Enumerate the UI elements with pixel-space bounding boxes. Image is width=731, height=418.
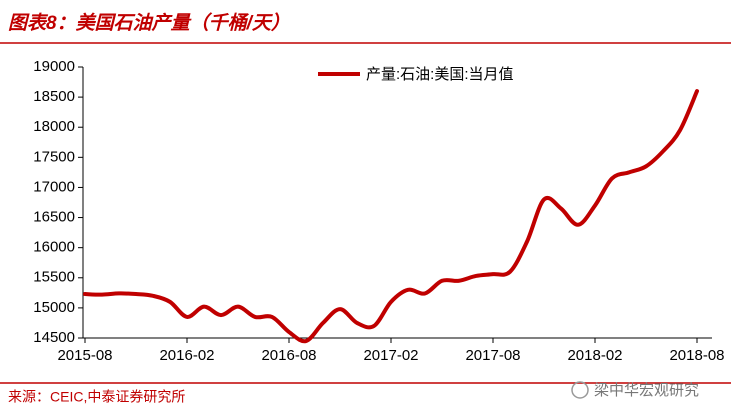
x-tick-label: 2018-02 — [567, 347, 622, 364]
y-tick-label: 15000 — [33, 299, 75, 316]
watermark-icon — [571, 381, 589, 399]
line — [83, 89, 699, 344]
y-tick-label: 19000 — [33, 58, 75, 75]
x-tick-label: 2017-08 — [465, 347, 520, 364]
y-tick-label: 16000 — [33, 239, 75, 256]
y-tick-label: 15500 — [33, 269, 75, 286]
x-tick-label: 2018-08 — [669, 347, 724, 364]
y-tick-label: 17500 — [33, 148, 75, 165]
legend-label: 产量:石油:美国:当月值 — [366, 66, 514, 83]
x-tick-label: 2015-08 — [57, 347, 112, 364]
chart-title: 图表8：美国石油产量（千桶/天） — [8, 12, 290, 34]
y-tick-label: 16500 — [33, 209, 75, 226]
y-tick-label: 14500 — [33, 329, 75, 346]
x-tick-label: 2017-02 — [363, 347, 418, 364]
watermark: 梁中华宏观研究 — [594, 382, 699, 399]
y-tick-label: 17000 — [33, 178, 75, 195]
x-tick-label: 2016-08 — [261, 347, 316, 364]
x-tick-label: 2016-02 — [159, 347, 214, 364]
y-tick-label: 18000 — [33, 118, 75, 135]
y-tick-label: 18500 — [33, 88, 75, 105]
source: 来源：CEIC,中泰证券研究所 — [8, 389, 185, 405]
